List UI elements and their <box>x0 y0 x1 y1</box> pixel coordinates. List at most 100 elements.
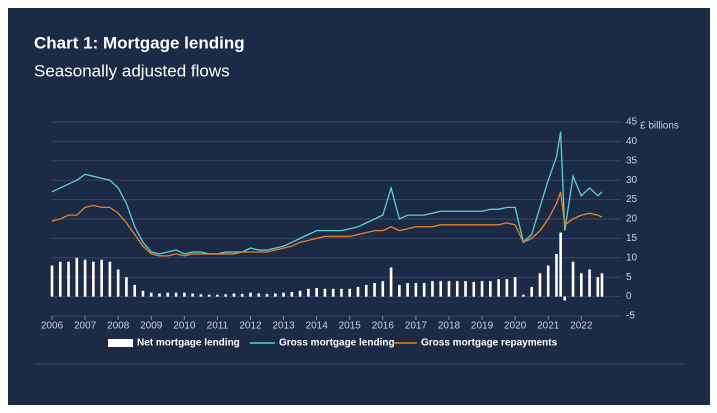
chart-subtitle: Seasonally adjusted flows <box>34 61 230 80</box>
bar <box>75 257 79 297</box>
bar <box>373 283 376 297</box>
bar <box>224 294 227 297</box>
bar <box>389 267 393 297</box>
bar <box>199 294 203 297</box>
y-tick-label: -5 <box>626 311 635 322</box>
x-tick-label: 2006 <box>41 321 64 332</box>
x-tick-label: 2014 <box>306 321 329 332</box>
bar <box>166 292 170 297</box>
y-tick-label: 20 <box>626 214 638 225</box>
bar <box>92 261 95 297</box>
bar <box>546 265 550 297</box>
bar <box>50 265 54 297</box>
bar <box>600 273 604 297</box>
background <box>8 8 710 405</box>
bar <box>265 293 269 297</box>
bar <box>331 288 335 297</box>
x-tick-label: 2018 <box>438 321 461 332</box>
x-tick-label: 2016 <box>372 321 395 332</box>
y-tick-label: 15 <box>626 233 638 244</box>
bar <box>290 291 294 297</box>
bar <box>240 293 244 297</box>
bar <box>83 259 87 297</box>
bar <box>530 286 533 297</box>
x-tick-label: 2009 <box>140 321 163 332</box>
bar <box>207 294 211 297</box>
bar <box>340 288 343 297</box>
bar <box>455 281 459 297</box>
bar <box>232 293 236 297</box>
y-tick-label: 5 <box>626 272 632 283</box>
bar <box>273 293 277 297</box>
x-tick-label: 2013 <box>272 321 295 332</box>
bar <box>356 286 360 297</box>
bar <box>563 296 567 301</box>
x-tick-label: 2021 <box>537 321 560 332</box>
bar <box>588 269 591 297</box>
bar <box>538 273 542 297</box>
bar <box>464 281 467 297</box>
bar <box>298 290 302 297</box>
bar <box>472 281 476 297</box>
bar <box>555 253 558 297</box>
legend-label: Gross mortgage lending <box>279 338 395 349</box>
bar <box>315 288 318 297</box>
bar <box>381 281 385 297</box>
bar <box>571 261 575 297</box>
bar <box>100 259 103 297</box>
bar <box>489 281 492 297</box>
x-tick-label: 2011 <box>207 321 229 332</box>
bar <box>141 290 145 297</box>
bar <box>431 281 434 297</box>
bar <box>149 292 153 297</box>
y-tick-label: 10 <box>626 252 638 263</box>
legend-swatch <box>108 339 133 347</box>
bar <box>58 261 62 297</box>
bar <box>364 284 368 297</box>
bar <box>125 277 128 297</box>
chart-title: Chart 1: Mortgage lending <box>34 33 245 52</box>
bar <box>191 293 194 297</box>
y-tick-label: 25 <box>626 194 638 205</box>
y-tick-label: 45 <box>626 117 638 128</box>
bar <box>183 292 186 297</box>
bar <box>307 288 310 297</box>
bar <box>174 292 178 297</box>
y-tick-label: 35 <box>626 155 638 166</box>
line <box>51 131 603 255</box>
x-tick-label: 2015 <box>339 321 362 332</box>
bar <box>513 277 517 297</box>
bar <box>406 283 409 297</box>
bar <box>282 292 285 297</box>
bar <box>158 293 161 297</box>
y-tick-label: 40 <box>626 136 638 147</box>
y-tick-label: 30 <box>626 175 638 186</box>
y-axis-label: £ billions <box>640 121 679 132</box>
bar <box>447 281 451 297</box>
bar <box>67 261 70 297</box>
y-tick-label: 0 <box>626 291 632 302</box>
x-tick-label: 2008 <box>107 321 130 332</box>
x-tick-label: 2017 <box>405 321 428 332</box>
bar <box>422 283 426 297</box>
bar <box>116 269 120 297</box>
bar <box>398 284 401 297</box>
bar <box>580 273 583 297</box>
x-tick-label: 2007 <box>74 321 97 332</box>
bar <box>559 232 562 297</box>
bar <box>257 293 261 297</box>
bar <box>522 294 525 297</box>
bar <box>133 284 137 297</box>
x-tick-label: 2012 <box>239 321 262 332</box>
x-tick-label: 2010 <box>173 321 196 332</box>
bar <box>108 261 112 297</box>
bar <box>216 294 219 297</box>
bar <box>480 281 484 297</box>
bar <box>414 283 418 297</box>
bar <box>439 281 443 297</box>
legend-label: Net mortgage lending <box>137 338 240 349</box>
line <box>51 191 603 257</box>
bar <box>323 288 327 297</box>
